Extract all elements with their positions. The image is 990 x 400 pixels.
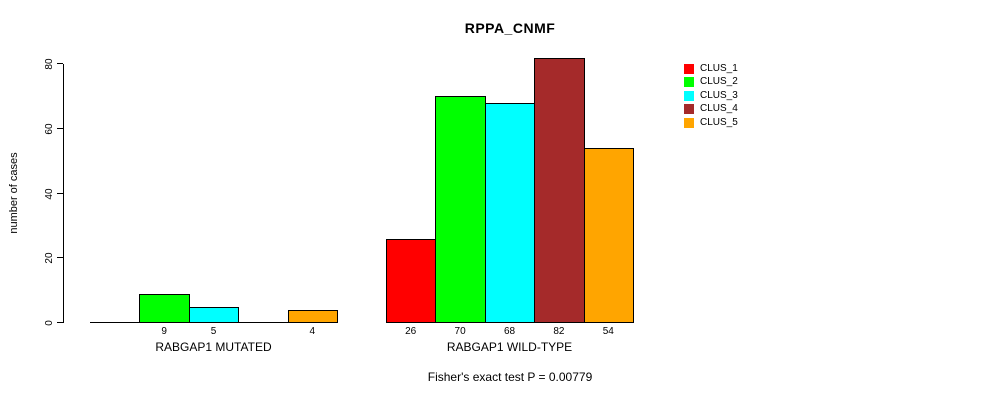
bar-value-label: 68: [503, 326, 516, 337]
bar-value-label: 82: [553, 326, 565, 337]
legend-label-clus_2: CLUS_2: [700, 76, 738, 88]
y-tick: [57, 257, 63, 259]
legend-swatch-clus_1: [684, 64, 694, 74]
bar-clus_2: [435, 96, 486, 323]
x-group-label: RABGAP1 MUTATED: [155, 340, 272, 354]
legend-label-clus_1: CLUS_1: [700, 63, 738, 74]
bar-clus_4: [534, 57, 585, 323]
y-axis-line: [63, 64, 64, 323]
legend-swatch-clus_4: [684, 104, 694, 115]
bar-value-label: 4: [309, 326, 316, 337]
bar-value-label: 9: [161, 326, 167, 337]
fisher-test-annotation: Fisher's exact test P = 0.00779: [427, 370, 593, 384]
legend-label-clus_5: CLUS_5: [700, 116, 738, 128]
legend-label-clus_4: CLUS_4: [700, 103, 738, 115]
y-tick-label: 40: [44, 187, 55, 200]
legend-swatch-clus_2: [684, 77, 694, 88]
chart-title: RPPA_CNMF: [464, 20, 556, 36]
bar-clus_2: [139, 293, 190, 323]
bar-value-label: 5: [210, 326, 217, 337]
bar-clus_5: [583, 148, 634, 323]
bar-clus_5: [287, 310, 338, 323]
bar-value-label: 26: [405, 326, 417, 337]
y-tick-label: 60: [44, 123, 55, 135]
legend-swatch-clus_5: [684, 117, 694, 128]
legend-label-clus_3: CLUS_3: [700, 89, 738, 101]
y-tick-label: 20: [44, 252, 55, 264]
bar-clus_1: [386, 238, 437, 323]
bar-clus_3: [188, 306, 240, 323]
y-axis-label: number of cases: [8, 152, 20, 234]
y-tick: [57, 63, 63, 64]
bar-clus_3: [484, 102, 536, 323]
y-tick-label: 80: [44, 58, 55, 70]
y-tick: [57, 127, 63, 129]
bar-value-label: 54: [602, 326, 614, 337]
x-group-label: RABGAP1 WILD-TYPE: [446, 340, 573, 354]
y-tick: [57, 192, 63, 194]
y-tick-label: 0: [44, 320, 55, 326]
y-tick: [57, 322, 63, 323]
bar-value-label: 70: [454, 326, 466, 337]
legend-swatch-clus_3: [684, 90, 694, 101]
